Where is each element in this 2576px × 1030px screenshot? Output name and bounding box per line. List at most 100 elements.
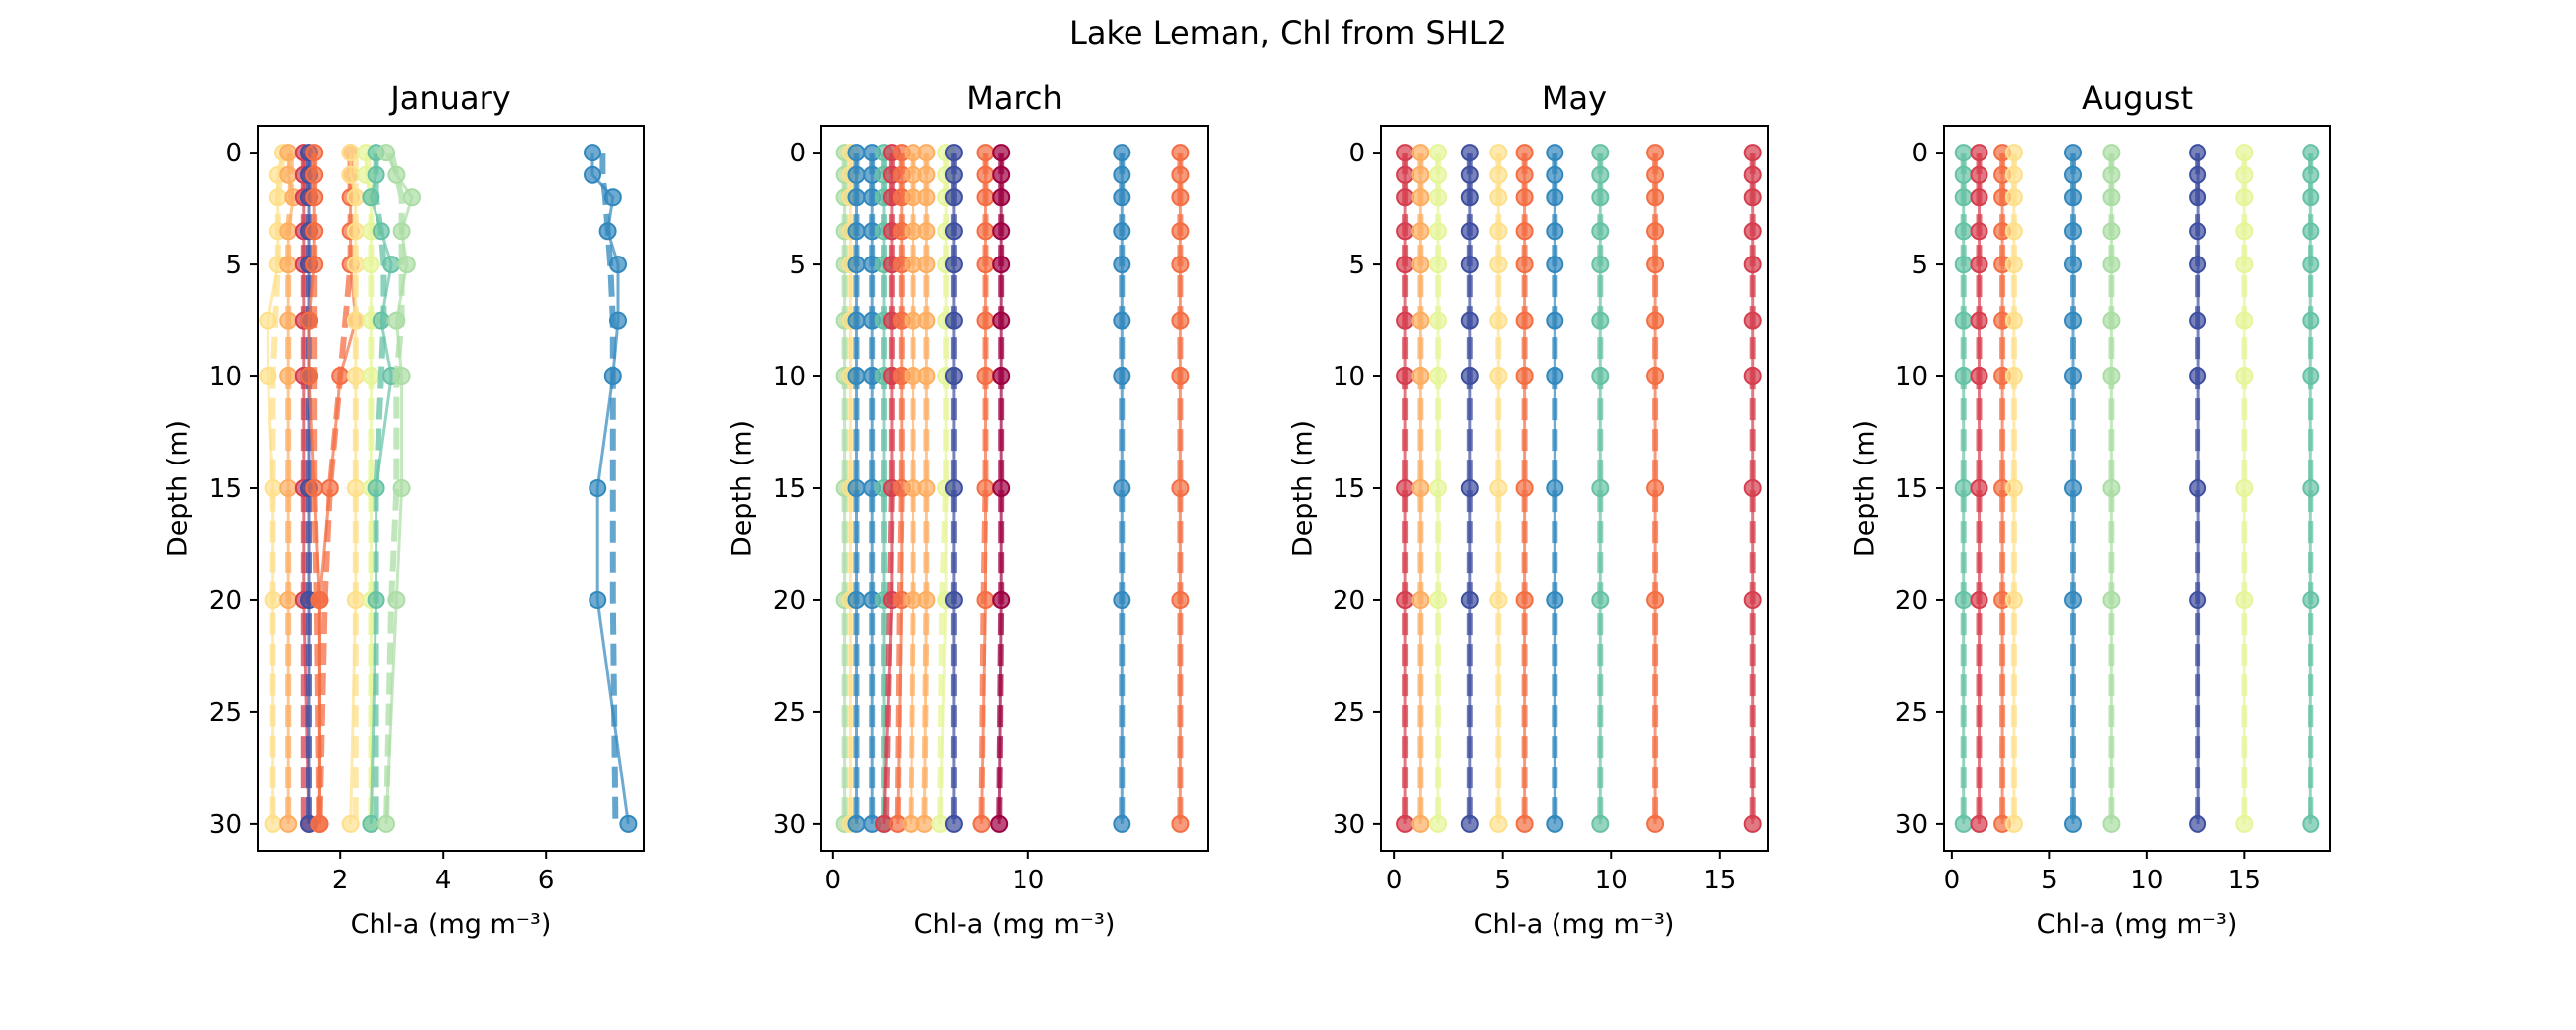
y-axis-label-january: Depth (m) [162, 419, 194, 558]
data-point [1429, 222, 1447, 241]
data-point [976, 188, 995, 207]
data-point [1591, 188, 1610, 207]
data-point [1546, 367, 1564, 385]
data-point [944, 144, 963, 162]
data-point [1113, 144, 1131, 162]
data-point [259, 367, 277, 385]
data-point [2102, 165, 2121, 184]
data-point [847, 256, 866, 274]
data-point [992, 188, 1011, 207]
data-point [1515, 479, 1534, 497]
x-tick-label: 0 [1386, 866, 1403, 895]
y-tick-label: 10 [773, 362, 805, 392]
data-point [1970, 311, 1988, 330]
y-tick-label: 15 [1895, 474, 1928, 504]
data-point [2004, 367, 2023, 385]
data-point [944, 165, 963, 184]
data-point [1411, 222, 1430, 241]
data-point [1970, 165, 1988, 184]
data-point [976, 256, 995, 274]
data-point [2235, 144, 2254, 162]
data-point [1171, 222, 1190, 241]
y-tick-label: 0 [225, 139, 242, 168]
data-point [2064, 479, 2082, 497]
data-point [387, 165, 406, 184]
data-point [1429, 311, 1447, 330]
data-point [1460, 144, 1479, 162]
data-point [1743, 814, 1762, 833]
x-tick-label: 2 [332, 866, 349, 895]
data-point [1460, 479, 1479, 497]
data-point [1646, 256, 1664, 274]
data-point [1429, 814, 1447, 833]
data-point [279, 165, 298, 184]
data-point [1646, 311, 1664, 330]
plot-area-august [1954, 144, 2320, 833]
data-point [944, 222, 963, 241]
series-line [910, 153, 915, 824]
series-line [882, 153, 894, 824]
x-axis-label-may: Chl-a (mg m⁻³) [1473, 909, 1675, 940]
data-point [847, 479, 866, 497]
data-point [1546, 165, 1564, 184]
data-point [992, 144, 1011, 162]
data-point [2064, 222, 2082, 241]
x-tick-label: 5 [1494, 866, 1511, 895]
y-tick-label: 20 [1895, 586, 1928, 616]
data-point [2004, 144, 2023, 162]
data-point [305, 479, 324, 497]
data-point [1591, 144, 1610, 162]
y-axis-label-march: Depth (m) [726, 419, 758, 558]
data-point [992, 479, 1011, 497]
data-point [367, 165, 385, 184]
series-line [922, 153, 928, 824]
data-point [2235, 479, 2254, 497]
data-point [1515, 814, 1534, 833]
data-point [2302, 222, 2320, 241]
data-point [1411, 165, 1430, 184]
data-point [976, 311, 995, 330]
data-point [1546, 311, 1564, 330]
data-point [1113, 222, 1131, 241]
data-point [915, 814, 934, 833]
data-point [1515, 256, 1534, 274]
data-point [2064, 311, 2082, 330]
data-point [1460, 367, 1479, 385]
data-point [2102, 144, 2121, 162]
data-point [310, 814, 329, 833]
data-point [584, 144, 601, 162]
data-point [847, 222, 866, 241]
x-axis-label-march: Chl-a (mg m⁻³) [913, 909, 1116, 940]
x-axis-label-august: Chl-a (mg m⁻³) [2036, 909, 2238, 940]
data-point [1429, 591, 1447, 609]
data-point [279, 222, 298, 241]
fit-line [373, 153, 387, 824]
data-point [392, 367, 411, 385]
y-tick-label: 0 [789, 139, 805, 168]
data-point [341, 144, 360, 162]
data-point [609, 311, 627, 330]
y-tick-label: 20 [773, 586, 805, 616]
data-point [1954, 188, 1973, 207]
series-line [896, 153, 904, 824]
data-point [2064, 165, 2082, 184]
data-point [609, 256, 627, 274]
data-point [2235, 311, 2254, 330]
data-point [2064, 188, 2082, 207]
data-point [944, 479, 963, 497]
data-point [1113, 479, 1131, 497]
x-tick-label: 0 [1944, 866, 1961, 895]
data-point [1460, 814, 1479, 833]
data-point [362, 188, 380, 207]
data-point [847, 165, 866, 184]
data-point [1954, 591, 1973, 609]
data-point [264, 479, 282, 497]
data-point [305, 222, 324, 241]
data-point [1429, 165, 1447, 184]
data-point [1396, 188, 1415, 207]
y-tick-label: 20 [209, 586, 242, 616]
data-point [2004, 479, 2023, 497]
data-point [367, 479, 385, 497]
data-point [2302, 144, 2320, 162]
